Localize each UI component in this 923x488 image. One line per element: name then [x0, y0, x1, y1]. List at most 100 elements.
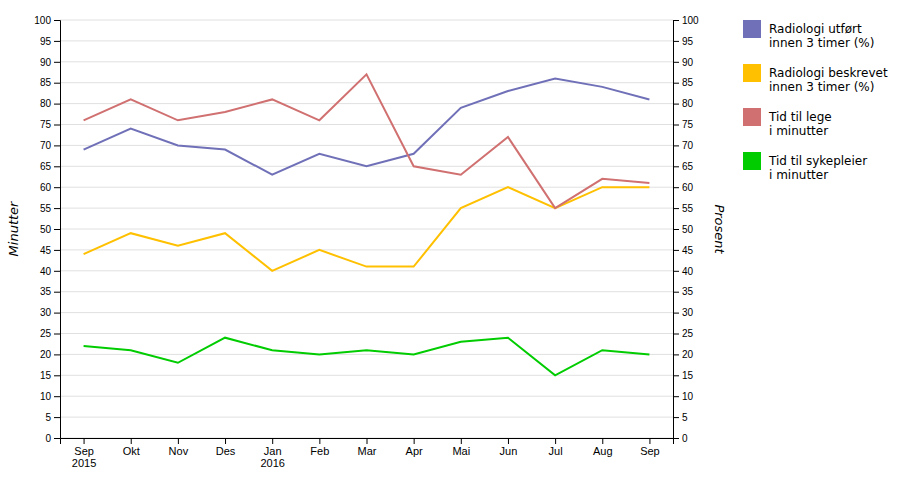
y-tick: 85 [40, 77, 60, 88]
y-tick-label: 45 [40, 245, 52, 256]
y2-tick: 5 [673, 412, 688, 423]
grid-line [60, 354, 673, 355]
x-tick: Mar [358, 438, 377, 457]
y-tick-mark [54, 292, 60, 293]
y-tick-label: 80 [40, 98, 52, 109]
y-tick-mark [54, 417, 60, 418]
y2-tick: 45 [673, 245, 694, 256]
y2-tick-mark [673, 334, 679, 335]
y2-tick: 75 [673, 119, 694, 130]
y-tick-mark [54, 187, 60, 188]
x-tick-label: Jun [500, 445, 518, 457]
y-tick-mark [54, 334, 60, 335]
y2-tick: 15 [673, 370, 694, 381]
y-tick: 100 [34, 15, 60, 26]
grid-line [60, 312, 673, 313]
text-line: Mar [358, 445, 377, 457]
y-tick-mark [54, 354, 60, 355]
grid-line [60, 291, 673, 292]
y-tick-label: 100 [34, 15, 51, 26]
grid-line [60, 249, 673, 250]
y2-tick-mark [673, 166, 679, 167]
y-tick: 90 [40, 57, 60, 68]
y2-tick-label: 40 [682, 266, 694, 277]
y-tick-label: 55 [40, 203, 52, 214]
y-tick: 0 [45, 433, 60, 444]
x-tick-label: Mai [452, 445, 470, 457]
x-tick-label: Feb [310, 445, 329, 457]
y2-tick: 90 [673, 57, 694, 68]
text-line: Radiologi utført [769, 22, 862, 36]
y2-tick-mark [673, 145, 679, 146]
y-tick: 70 [40, 140, 60, 151]
legend-label: Tid til sykepleieri minutter [768, 154, 867, 182]
y-tick-mark [54, 20, 60, 21]
y2-tick-label: 20 [682, 349, 694, 360]
x-tick: Feb [310, 438, 329, 457]
legend-item: Tid til sykepleieri minutter [743, 152, 867, 182]
grid-line [60, 124, 673, 125]
text-line: Okt [123, 445, 140, 457]
y-tick: 60 [40, 182, 60, 193]
y-tick-label: 20 [40, 349, 52, 360]
x-tick-mark [319, 438, 320, 444]
y-tick-label: 40 [40, 266, 52, 277]
series-line [84, 338, 650, 376]
y2-tick-mark [673, 125, 679, 126]
legend: Radiologi utførtinnen 3 timer (%)Radiolo… [743, 20, 888, 182]
y-tick-label: 95 [40, 36, 52, 47]
y2-tick-mark [673, 104, 679, 105]
x-tick: Aug [593, 438, 613, 457]
y-tick-label: 85 [40, 77, 52, 88]
text-line: Nov [169, 445, 189, 457]
lines [84, 74, 650, 375]
x-tick-label: Mar [358, 445, 377, 457]
y2-tick: 0 [673, 433, 688, 444]
y2-tick-mark [673, 354, 679, 355]
y2-tick: 100 [673, 15, 699, 26]
grid-line [60, 61, 673, 62]
x-tick-mark [649, 438, 650, 444]
y-tick-mark [54, 166, 60, 167]
grid [60, 20, 673, 438]
x-tick-mark [178, 438, 179, 444]
x-tick-mark [555, 438, 556, 444]
grid-line [60, 375, 673, 376]
y2-tick-label: 25 [682, 328, 694, 339]
y2-tick-label: 90 [682, 57, 694, 68]
y-tick-mark [54, 41, 60, 42]
y2-tick-label: 85 [682, 77, 694, 88]
text-line: Feb [310, 445, 329, 457]
y2-tick-mark [673, 250, 679, 251]
legend-swatch [743, 108, 761, 126]
y2-tick-mark [673, 83, 679, 84]
grid-line [60, 270, 673, 271]
x-tick: Apr [406, 438, 423, 457]
y2-tick-mark [673, 313, 679, 314]
y2-tick: 40 [673, 266, 694, 277]
x-tick-mark [602, 438, 603, 444]
legend-item: Radiologi utførtinnen 3 timer (%) [743, 20, 874, 50]
grid-line [60, 20, 673, 21]
text-line: Apr [406, 445, 423, 457]
x-tick-mark [225, 438, 226, 444]
x-tick: Sep2015 [72, 438, 96, 469]
y-tick: 20 [40, 349, 60, 360]
y2-tick: 60 [673, 182, 694, 193]
y-tick-label: 5 [45, 412, 51, 423]
x-tick-label: Apr [406, 445, 423, 457]
y2-tick-label: 75 [682, 119, 694, 130]
y2-tick-mark [673, 41, 679, 42]
y-axis: 0510152025303540455055606570758085909510… [34, 15, 60, 444]
grid-line [60, 417, 673, 418]
y2-tick-label: 60 [682, 182, 694, 193]
grid-line [60, 208, 673, 209]
text-line: Sep [74, 445, 94, 457]
chart: Sep2015OktNovDesJan2016FebMarAprMaiJunJu… [0, 0, 923, 488]
x-tick-mark [508, 438, 509, 444]
y-tick-mark [54, 229, 60, 230]
x-tick: Jun [500, 438, 518, 457]
y2-tick: 10 [673, 391, 694, 402]
grid-line [60, 229, 673, 230]
y-tick-mark [54, 104, 60, 105]
